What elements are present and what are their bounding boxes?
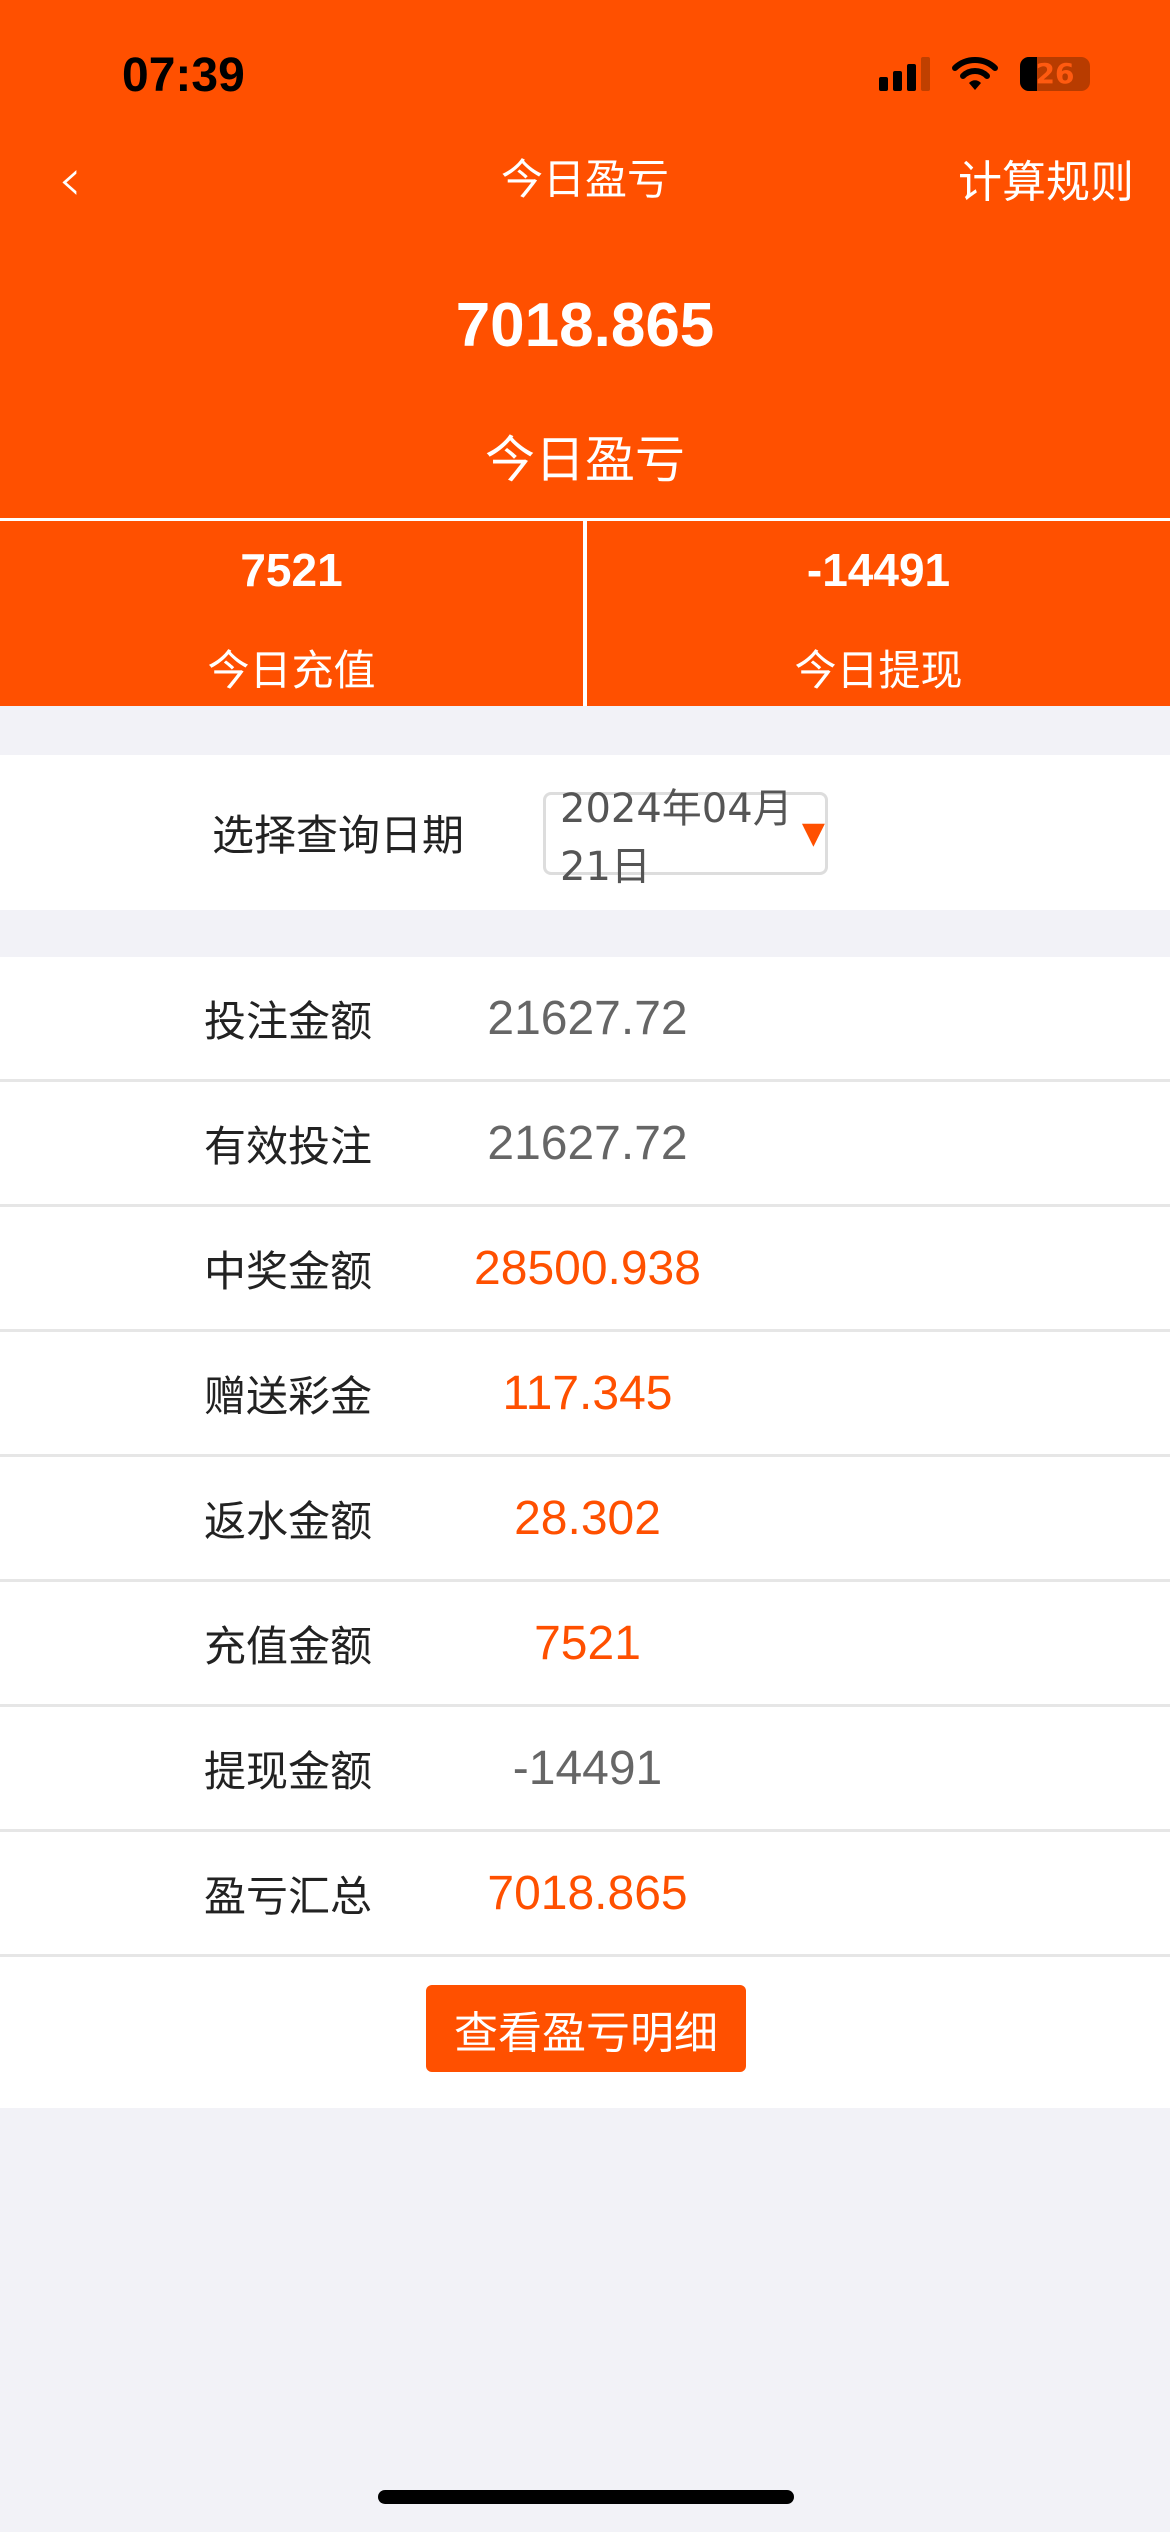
- list-item: 中奖金额 28500.938: [0, 1207, 1170, 1332]
- stat-recharge: 7521 今日充值: [0, 521, 583, 706]
- stat-withdraw: -14491 今日提现: [583, 521, 1170, 706]
- status-icons: 26: [879, 56, 1090, 92]
- battery-icon: 26: [1020, 57, 1090, 91]
- status-time: 07:39: [122, 49, 245, 102]
- list-item: 返水金额 28.302: [0, 1457, 1170, 1582]
- row-value: 7521: [534, 1616, 641, 1670]
- stats: 7521 今日充值 -14491 今日提现: [0, 518, 1170, 706]
- header: 07:39 26 ‹ 今日盈亏 计算规则 7018.865 今日盈亏 7521 …: [0, 0, 1170, 706]
- profit-value: 7018.865: [455, 291, 715, 360]
- chevron-left-icon[interactable]: ‹: [58, 145, 82, 215]
- date-value: 2024年04月21日: [560, 785, 793, 890]
- date-select[interactable]: 2024年04月21日 ▼: [543, 786, 828, 890]
- stat-value: 7521: [240, 544, 343, 596]
- row-value: 7018.865: [487, 1866, 688, 1920]
- rules-button[interactable]: 计算规则: [958, 157, 1134, 208]
- list-item: 提现金额 -14491: [0, 1707, 1170, 1832]
- caret-down-icon: ▼: [801, 816, 825, 851]
- stat-value: -14491: [806, 544, 951, 596]
- profit-label: 今日盈亏: [485, 431, 685, 489]
- row-label: 盈亏汇总: [204, 1871, 373, 1921]
- row-value: 21627.72: [487, 1116, 688, 1170]
- row-label: 中奖金额: [204, 1246, 373, 1296]
- view-detail-button[interactable]: 查看盈亏明细: [426, 1985, 746, 2072]
- row-label: 投注金额: [204, 996, 373, 1046]
- stat-label: 今日充值: [207, 646, 376, 695]
- list-item: 赠送彩金 117.345: [0, 1332, 1170, 1457]
- row-value: 21627.72: [487, 991, 688, 1045]
- list-item: 充值金额 7521: [0, 1582, 1170, 1707]
- date-label: 选择查询日期: [212, 811, 465, 860]
- list-item: 有效投注 21627.72: [0, 1082, 1170, 1207]
- list-item: 投注金额 21627.72: [0, 957, 1170, 1082]
- row-label: 有效投注: [204, 1121, 373, 1171]
- page-title: 今日盈亏: [500, 155, 669, 204]
- row-label: 提现金额: [204, 1746, 373, 1796]
- summary-list: 投注金额 21627.72 有效投注 21627.72 中奖金额 28500.938 赠送彩…: [0, 957, 1170, 2108]
- list-item: 盈亏汇总 7018.865: [0, 1832, 1170, 1957]
- row-value: 117.345: [502, 1366, 673, 1420]
- row-label: 赠送彩金: [204, 1371, 373, 1421]
- row-label: 返水金额: [204, 1496, 373, 1546]
- home-indicator: [378, 2490, 794, 2504]
- date-filter: 选择查询日期 2024年04月21日 ▼: [0, 755, 1170, 910]
- signal-icon: [879, 57, 930, 91]
- wifi-icon: [952, 57, 998, 90]
- stat-label: 今日提现: [794, 646, 963, 695]
- row-value: 28.302: [514, 1491, 661, 1545]
- row-value: -14491: [512, 1741, 663, 1795]
- row-value: 28500.938: [474, 1241, 701, 1295]
- row-label: 充值金额: [204, 1621, 373, 1671]
